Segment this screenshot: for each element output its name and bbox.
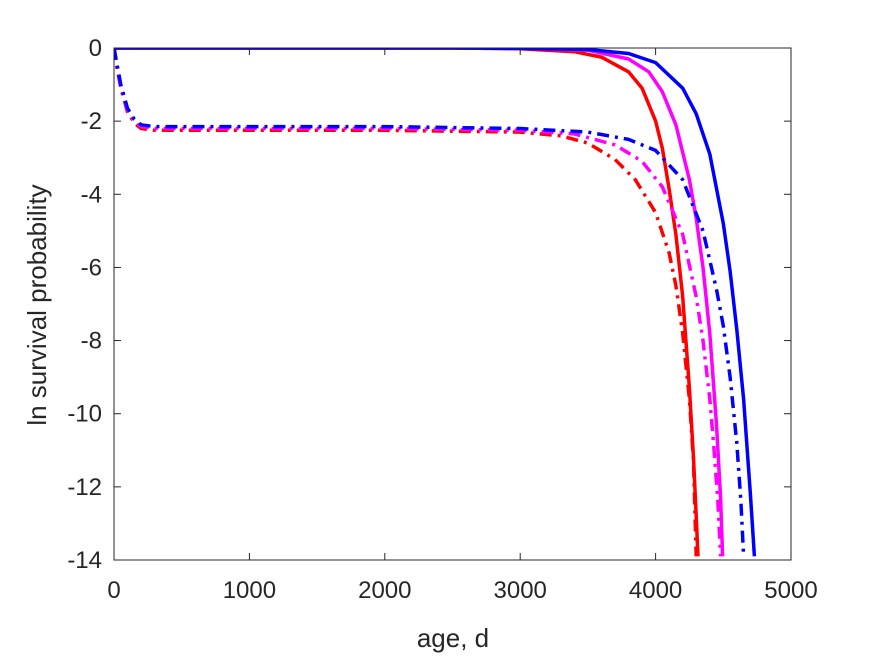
y-tick-label: -2 [81,108,102,135]
x-tick-label: 0 [107,577,120,604]
series-line-4 [114,48,698,557]
series-line-5 [114,48,723,557]
series-line-1 [114,48,700,557]
y-axis: 0 -2 -4 -6 -8 -10 -12 -14 [67,35,791,574]
y-axis-label: ln survival probability [22,184,52,425]
x-tick-label: 2000 [358,577,411,604]
x-tick-label: 3000 [494,577,547,604]
x-tick-label: 4000 [629,577,682,604]
y-tick-label: -8 [81,328,102,355]
x-axis: 0 1000 2000 3000 4000 5000 [107,48,818,604]
y-tick-label: 0 [89,35,102,62]
series-line-2 [114,48,725,557]
y-tick-label: -14 [67,547,102,574]
y-tick-label: -4 [81,181,102,208]
x-tick-label: 5000 [764,577,817,604]
x-axis-label: age, d [417,623,489,653]
y-tick-label: -6 [81,254,102,281]
plot-area [113,47,792,561]
x-tick-label: 1000 [223,577,276,604]
plot-frame [113,47,792,561]
y-tick-label: -10 [67,401,102,428]
y-tick-label: -12 [67,474,102,501]
series-line-3 [114,48,757,557]
series-line-6 [114,48,746,557]
